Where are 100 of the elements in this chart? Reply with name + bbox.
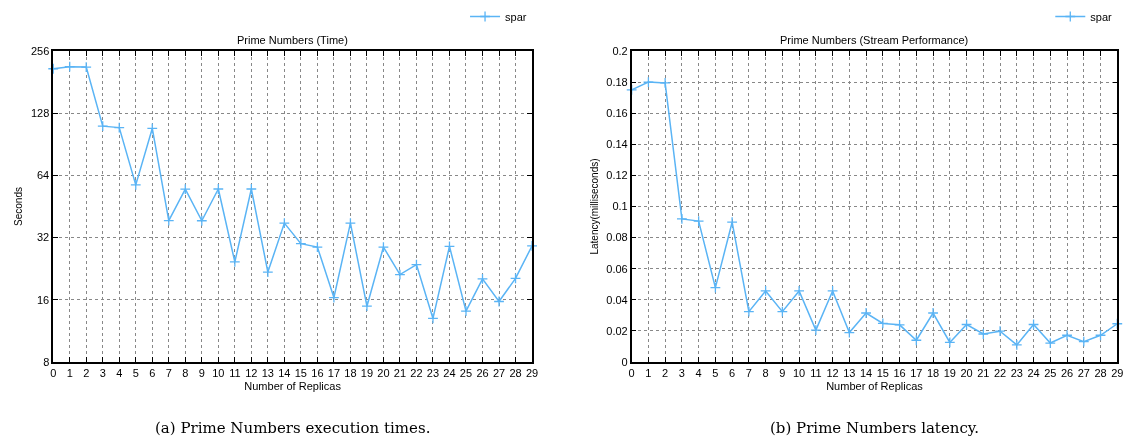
point — [1044, 337, 1056, 349]
point — [676, 213, 688, 225]
y-tick-label: 0.04 — [606, 293, 628, 306]
point — [361, 300, 373, 312]
x-tick-label: 19 — [943, 366, 956, 379]
point — [344, 217, 356, 229]
y-tick-label: 0.16 — [606, 107, 628, 120]
point — [278, 217, 290, 229]
x-tick-label: 3 — [678, 366, 685, 379]
y-tick-label: 0.08 — [606, 231, 628, 244]
point — [843, 327, 855, 339]
x-tick-label: 24 — [1027, 366, 1040, 379]
x-tick-label: 8 — [762, 366, 769, 379]
point — [793, 285, 805, 297]
x-tick-label: 4 — [695, 366, 702, 379]
point — [709, 282, 721, 294]
x-tick-label: 20 — [960, 366, 973, 379]
point — [80, 61, 92, 73]
point — [910, 334, 922, 346]
point — [328, 292, 340, 304]
x-tick-label: 18 — [926, 366, 940, 379]
point — [776, 306, 788, 318]
point — [427, 312, 439, 324]
x-tick-label: 22 — [993, 366, 1007, 379]
point — [295, 238, 307, 250]
point — [1094, 329, 1107, 341]
point — [827, 285, 839, 297]
point — [944, 336, 956, 348]
x-tick-label: 7 — [165, 366, 172, 379]
x-tick-label: 28 — [509, 366, 522, 379]
x-tick-label: 23 — [1010, 366, 1023, 379]
x-tick-label: 14 — [859, 366, 873, 379]
x-tick-label: 10 — [792, 366, 806, 379]
point — [642, 76, 654, 88]
y-tick-label: 0.1 — [612, 200, 628, 213]
point — [212, 183, 224, 195]
y-tick-label: 32 — [37, 231, 50, 244]
point — [476, 273, 489, 285]
x-tick-label: 23 — [426, 366, 440, 379]
y-tick-label: 0.06 — [606, 262, 628, 275]
x-tick-label: 4 — [116, 366, 123, 379]
point — [693, 215, 705, 227]
y-tick-label: 128 — [30, 107, 50, 120]
x-tick-label: 11 — [810, 366, 822, 379]
point — [262, 266, 274, 278]
x-tick-label: 22 — [410, 366, 423, 379]
x-tick-label: 13 — [843, 366, 856, 379]
legend-label: spar — [505, 10, 527, 23]
x-tick-label: 13 — [261, 366, 274, 379]
point — [443, 240, 456, 252]
x-tick-label: 16 — [311, 366, 324, 379]
point — [860, 307, 872, 319]
x-tick-label: 17 — [910, 366, 923, 379]
x-tick-label: 25 — [1044, 366, 1057, 379]
text: (a) Prime Numbers execution times. — [155, 419, 431, 437]
point — [196, 215, 208, 227]
point — [64, 61, 76, 73]
x-tick-label: 15 — [876, 366, 889, 379]
point — [509, 272, 522, 284]
point — [1061, 329, 1073, 341]
x-tick-label: 8 — [182, 366, 189, 379]
point — [743, 306, 755, 318]
point — [179, 183, 191, 195]
point — [877, 317, 889, 329]
point — [726, 216, 738, 228]
x-tick-label: 3 — [99, 366, 106, 379]
x-tick-label: 25 — [459, 366, 473, 379]
y-tick-label: 0.02 — [606, 324, 628, 337]
point — [927, 307, 939, 319]
x-tick-label: 1 — [645, 366, 652, 379]
x-tick-label: 20 — [377, 366, 390, 379]
x-tick-label: 7 — [745, 366, 752, 379]
x-tick-label: 5 — [712, 366, 719, 379]
x-axis-title: Number of Replicas — [826, 379, 924, 392]
x-tick-label: 26 — [476, 366, 489, 379]
x-tick-label: 1 — [66, 366, 73, 379]
y-axis-title: Latency(milliseconds) — [588, 158, 600, 255]
y-tick-label: 8 — [43, 355, 50, 368]
point — [130, 179, 142, 191]
y-tick-label: 0.2 — [612, 44, 628, 57]
x-tick-label: 19 — [360, 366, 374, 379]
x-tick-label: 9 — [779, 366, 786, 379]
y-tick-label: 0.12 — [606, 169, 628, 182]
y-tick-label: 16 — [37, 293, 50, 306]
x-tick-label: 15 — [294, 366, 307, 379]
point — [1011, 339, 1023, 351]
x-tick-label: 18 — [344, 366, 357, 379]
point — [410, 258, 422, 271]
x-tick-label: 27 — [1077, 366, 1090, 379]
x-tick-label: 14 — [278, 366, 291, 379]
point — [961, 318, 973, 331]
x-tick-label: 6 — [729, 366, 736, 379]
x-tick-label: 12 — [245, 366, 258, 379]
x-tick-label: 2 — [662, 366, 669, 379]
y-tick-label: 0.18 — [606, 75, 628, 88]
x-tick-label: 21 — [393, 366, 407, 379]
y-tick-label: 0 — [621, 355, 628, 368]
x-tick-label: 5 — [132, 366, 139, 379]
point — [377, 241, 389, 253]
point — [810, 324, 822, 336]
